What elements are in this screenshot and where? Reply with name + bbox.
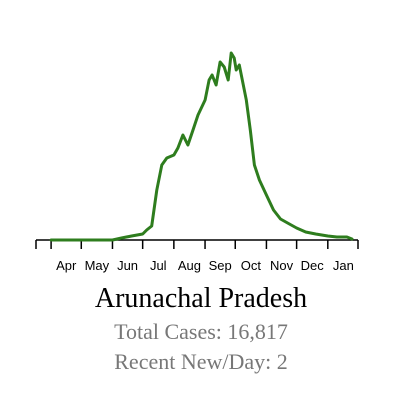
x-axis: Apr May Jun Jul Aug Sep Oct Nov Dec Jan — [35, 239, 359, 273]
series-line — [49, 51, 354, 242]
x-tick-label: May — [85, 258, 110, 273]
x-tick-label: Apr — [56, 258, 77, 273]
x-tick-label: Jun — [117, 258, 138, 273]
x-tick-label: Oct — [241, 258, 262, 273]
recent-new-per-day-text: Recent New/Day: 2 — [114, 349, 288, 374]
x-tick-label: Sep — [209, 258, 232, 273]
x-tick-label: Dec — [301, 258, 325, 273]
series-group — [49, 51, 354, 242]
x-tick-label: Nov — [270, 258, 294, 273]
x-tick-label: Jan — [333, 258, 354, 273]
x-tick-label: Aug — [178, 258, 201, 273]
region-title: Arunachal Pradesh — [94, 283, 308, 314]
total-cases-text: Total Cases: 16,817 — [114, 319, 288, 344]
cases-line-chart: Apr May Jun Jul Aug Sep Oct Nov Dec Jan — [35, 51, 359, 273]
x-tick-label: Jul — [150, 258, 167, 273]
